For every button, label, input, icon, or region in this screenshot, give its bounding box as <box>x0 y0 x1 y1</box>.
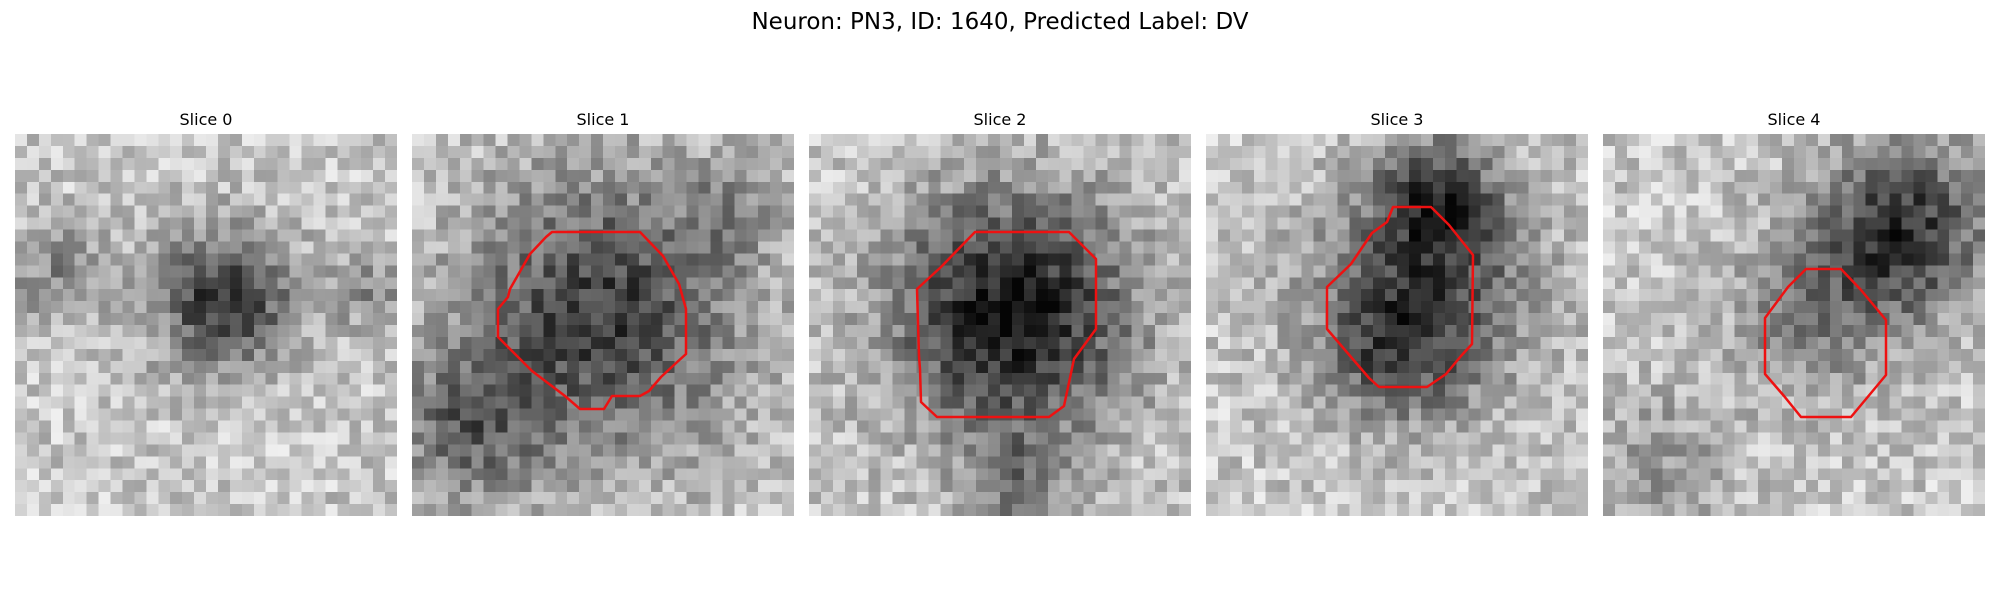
slice-panel: Slice 4 <box>1603 108 1985 516</box>
roi-contour <box>1763 267 1888 419</box>
slice-panel: Slice 2 <box>809 108 1191 516</box>
roi-contour <box>915 230 1098 419</box>
slice-image <box>412 134 794 516</box>
slice-title: Slice 2 <box>973 110 1027 129</box>
slice-image <box>809 134 1191 516</box>
figure-title: Neuron: PN3, ID: 1640, Predicted Label: … <box>751 9 1249 35</box>
slice-panel: Slice 0 <box>15 108 397 516</box>
slice-image <box>1206 134 1588 516</box>
roi-contour <box>496 230 688 411</box>
slice-panel: Slice 1 <box>412 108 794 516</box>
grayscale-image <box>1206 134 1588 516</box>
roi-contour <box>1325 205 1475 389</box>
slice-title: Slice 1 <box>576 110 630 129</box>
grayscale-image <box>1603 134 1985 516</box>
slice-image <box>15 134 397 516</box>
grayscale-image <box>412 134 794 516</box>
slice-image <box>1603 134 1985 516</box>
roi-overlay <box>915 230 1098 419</box>
grayscale-image <box>15 134 397 516</box>
slice-panel: Slice 3 <box>1206 108 1588 516</box>
slice-title: Slice 0 <box>179 110 233 129</box>
roi-overlay <box>496 230 688 411</box>
roi-overlay <box>1325 205 1475 389</box>
roi-overlay <box>1763 267 1888 419</box>
slice-title: Slice 4 <box>1767 110 1821 129</box>
slice-title: Slice 3 <box>1370 110 1424 129</box>
grayscale-image <box>809 134 1191 516</box>
